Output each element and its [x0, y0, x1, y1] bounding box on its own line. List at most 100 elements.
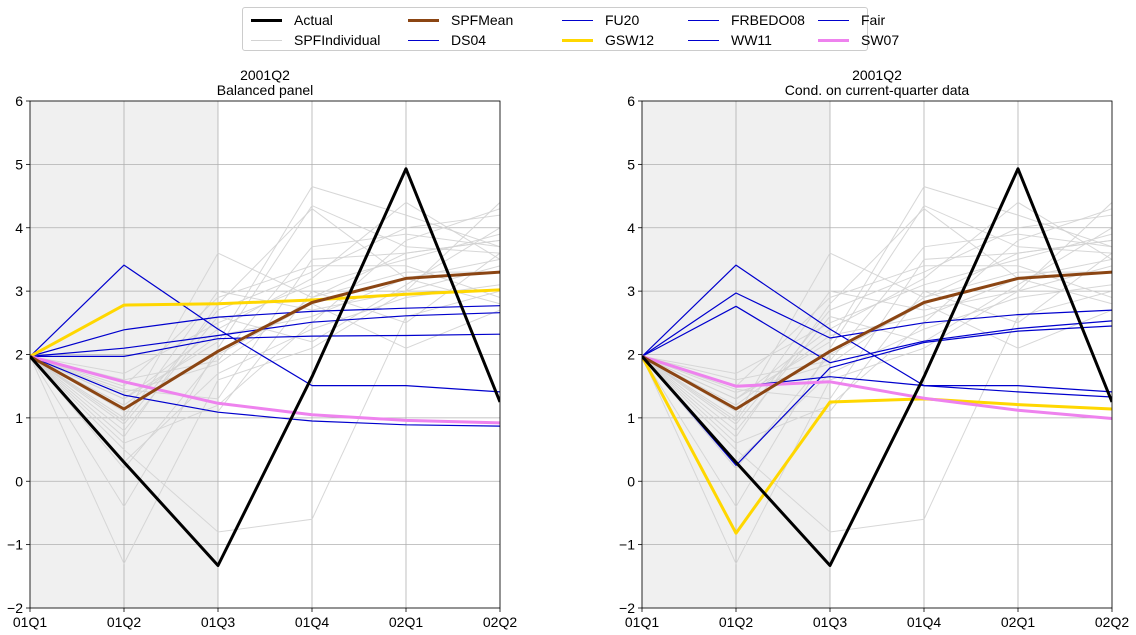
legend-swatch	[562, 19, 593, 21]
x-tick-label: 01Q3	[201, 614, 235, 630]
x-tick-label: 01Q2	[107, 614, 141, 630]
y-tick-label: 5	[627, 156, 635, 172]
legend-swatch	[562, 38, 593, 42]
y-tick-label: 5	[15, 156, 23, 172]
series-line-spfindividual	[30, 265, 500, 387]
legend-label: DS04	[451, 32, 487, 48]
legend-item-spfindividual: SPFIndividual	[251, 30, 380, 50]
y-tick-label: 2	[15, 347, 23, 363]
x-tick-label: 01Q1	[625, 614, 659, 630]
legend-swatch	[688, 19, 719, 21]
series-line-fu20	[642, 292, 1112, 357]
x-tick-label: 02Q2	[1095, 614, 1129, 630]
legend-label: SW07	[861, 32, 900, 48]
legend-label: SPFMean	[451, 12, 514, 28]
y-tick-label: 6	[15, 93, 23, 109]
legend-item-gsw12: GSW12	[562, 30, 654, 50]
x-tick-label: 02Q1	[389, 614, 423, 630]
legend-label: GSW12	[605, 32, 655, 48]
y-tick-label: 4	[15, 220, 23, 236]
legend-item-ds04: DS04	[408, 30, 486, 50]
y-tick-label: 6	[627, 93, 635, 109]
series-line-sw07	[30, 354, 500, 425]
legend-swatch	[688, 39, 719, 41]
series-line-ds04	[642, 264, 1112, 393]
series-line-spfindividual	[642, 204, 1112, 508]
series-line-spfindividual	[30, 208, 500, 438]
legend-swatch	[251, 39, 282, 41]
series-line-spfindividual	[30, 214, 500, 425]
legend: Actual SPFIndividual SPFMean DS04 FU20 GSW12 F…	[242, 7, 899, 51]
series-line-gsw12	[30, 288, 500, 358]
legend-label: FRBEDO08	[731, 12, 805, 28]
series-line-ww11	[642, 325, 1112, 466]
legend-swatch	[818, 38, 849, 42]
panel-title-line1: 2001Q2	[240, 67, 290, 83]
legend-item-fair: Fair	[818, 10, 885, 30]
series-line-spfmean	[30, 270, 500, 411]
panel-1: −2 −1 0 1 2 3 4 5 6 01Q1 01Q2 01Q3 01Q4 02Q1 02Q2 2001Q…	[7, 67, 517, 630]
series-line-ds04	[30, 264, 500, 393]
series-line-spfindividual	[642, 290, 1112, 533]
series-line-sw07	[642, 354, 1112, 420]
legend-item-fu20: FU20	[562, 10, 639, 30]
legend-swatch	[818, 19, 849, 21]
x-tick-label: 02Q1	[1001, 614, 1035, 630]
x-tick-label: 01Q4	[295, 614, 329, 630]
legend-label: WW11	[731, 32, 772, 48]
legend-label: SPFIndividual	[294, 32, 381, 48]
series-line-spfindividual	[30, 208, 500, 444]
legend-item-actual: Actual	[251, 10, 333, 30]
legend-item-sw07: SW07	[818, 30, 899, 50]
legend-label: Actual	[294, 12, 333, 28]
series-line-frbedo08	[30, 312, 500, 357]
y-tick-label: −1	[7, 537, 23, 553]
legend-label: Fair	[861, 12, 886, 28]
y-tick-label: 0	[15, 473, 23, 489]
series-line-spfindividual	[642, 201, 1112, 400]
y-tick-label: −2	[7, 600, 23, 616]
series-line-spfindividual	[642, 239, 1112, 400]
series-line-spfindividual	[642, 252, 1112, 412]
panel-2: −2 −1 0 1 2 3 4 5 6 01Q1 01Q2 01Q3 01Q4 02Q1 02Q2 2001Q…	[619, 67, 1129, 630]
x-tick-label: 02Q2	[483, 614, 517, 630]
panel-title-line1: 2001Q2	[852, 67, 902, 83]
y-tick-label: −2	[619, 600, 635, 616]
x-tick-label: 01Q2	[719, 614, 753, 630]
series-line-frbedo08	[642, 305, 1112, 364]
legend-item-spfmean: SPFMean	[408, 10, 513, 30]
y-tick-label: 1	[627, 410, 635, 426]
y-tick-label: 1	[15, 410, 23, 426]
series-line-fair	[30, 355, 500, 427]
series-line-actual	[642, 167, 1112, 567]
series-line-spfindividual	[30, 204, 500, 508]
series-line-ww11	[30, 333, 500, 357]
legend-label: FU20	[605, 12, 640, 28]
series-line-spfindividual	[642, 252, 1112, 419]
y-tick-label: 2	[627, 347, 635, 363]
y-tick-label: 3	[627, 283, 635, 299]
series-line-spfindividual	[30, 201, 500, 400]
series-line-fu20	[30, 305, 500, 357]
series-line-spfindividual	[30, 252, 500, 419]
series-line-spfindividual	[30, 290, 500, 533]
series-line-spfindividual	[642, 208, 1112, 444]
series-line-actual	[30, 167, 500, 567]
series-group	[30, 167, 500, 567]
legend-item-frbedo08: FRBEDO08	[688, 10, 805, 30]
legend-swatch	[408, 39, 439, 41]
series-line-spfindividual	[642, 214, 1112, 425]
x-tick-label: 01Q4	[907, 614, 941, 630]
series-line-spfindividual	[642, 208, 1112, 438]
x-tick-label: 01Q1	[13, 614, 47, 630]
y-tick-label: 3	[15, 283, 23, 299]
y-tick-label: 0	[627, 473, 635, 489]
legend-swatch	[251, 18, 282, 22]
legend-swatch	[408, 18, 439, 22]
series-group	[642, 167, 1112, 567]
panel-title-line2: Balanced panel	[217, 82, 314, 98]
series-line-spfmean	[642, 270, 1112, 411]
series-line-gsw12	[642, 355, 1112, 535]
series-line-spfindividual	[30, 252, 500, 412]
